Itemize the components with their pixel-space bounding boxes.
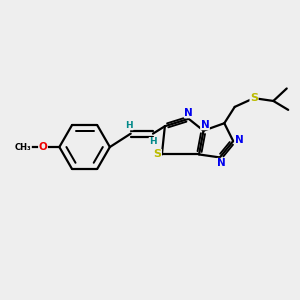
Text: H: H: [125, 121, 133, 130]
Text: N: N: [184, 108, 193, 118]
Text: N: N: [235, 135, 244, 145]
Text: H: H: [149, 137, 157, 146]
Text: S: S: [153, 149, 161, 160]
Text: CH₃: CH₃: [15, 142, 32, 152]
Text: S: S: [250, 93, 258, 103]
Text: N: N: [217, 158, 226, 168]
Text: N: N: [201, 120, 209, 130]
Text: O: O: [39, 142, 47, 152]
